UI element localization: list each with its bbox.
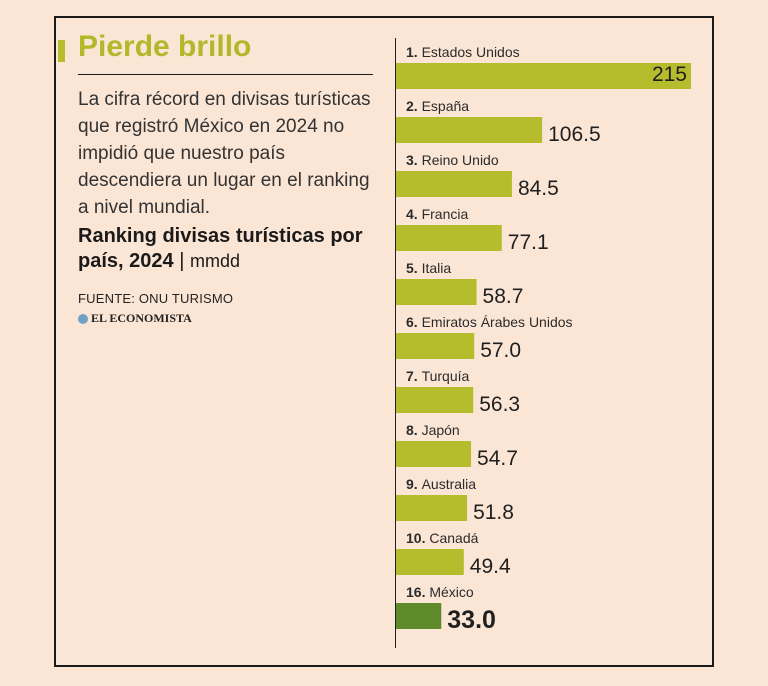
category-label: 6. Emiratos Árabes Unidos [406, 314, 573, 330]
rank-number: 16. [406, 584, 429, 600]
rank-number: 4. [406, 206, 422, 222]
rank-number: 9. [406, 476, 422, 492]
heading-separator: | [179, 250, 185, 272]
source-note: FUENTE: ONU TURISMO [78, 291, 234, 306]
value-label: 106.5 [548, 123, 601, 146]
bar [396, 549, 464, 575]
rank-number: 1. [406, 44, 422, 60]
category-label: 16. México [406, 584, 474, 600]
axis-line [395, 38, 396, 648]
subtitle: La cifra récord en divisas turísticas qu… [78, 89, 371, 218]
rank-number: 2. [406, 98, 422, 114]
country-name: Francia [422, 206, 469, 222]
bar [396, 225, 502, 251]
globe-icon [78, 313, 88, 324]
country-name: Emiratos Árabes Unidos [422, 314, 573, 330]
bar [396, 387, 474, 413]
bar [396, 279, 477, 305]
page-title: Pierde brillo [78, 30, 252, 63]
rank-number: 7. [406, 368, 422, 384]
value-label: 84.5 [518, 177, 559, 200]
title-accent-bar [58, 40, 65, 62]
rank-number: 10. [406, 530, 429, 546]
value-label: 77.1 [508, 231, 549, 254]
country-name: Italia [422, 260, 452, 276]
bar [396, 63, 691, 89]
value-label: 57.0 [480, 339, 521, 362]
bar [396, 603, 442, 629]
category-label: 5. Italia [406, 260, 451, 276]
rank-number: 5. [406, 260, 422, 276]
country-name: España [422, 98, 470, 114]
brand-name: EL ECONOMISTA [91, 311, 192, 325]
category-label: 2. España [406, 98, 469, 114]
value-label: 56.3 [479, 393, 520, 416]
rank-number: 3. [406, 152, 422, 168]
brand-logo: EL ECONOMISTA [78, 311, 192, 326]
bar [396, 495, 468, 521]
value-label: 215 [652, 63, 687, 86]
country-name: Canadá [429, 530, 478, 546]
value-label: 58.7 [483, 285, 524, 308]
category-label: 3. Reino Unido [406, 152, 499, 168]
category-label: 1. Estados Unidos [406, 44, 520, 60]
value-label: 49.4 [470, 555, 511, 578]
value-label: 33.0 [447, 606, 496, 634]
category-label: 7. Turquía [406, 368, 470, 384]
country-name: México [429, 584, 474, 600]
country-name: Japón [422, 422, 460, 438]
bar [396, 171, 512, 197]
chart-frame [54, 16, 714, 667]
value-label: 54.7 [477, 447, 518, 470]
chart-unit: mmdd [189, 251, 240, 271]
category-label: 8. Japón [406, 422, 460, 438]
bar [396, 117, 543, 143]
country-name: Turquía [422, 368, 470, 384]
country-name: Australia [422, 476, 477, 492]
title-divider [78, 74, 373, 75]
category-label: 10. Canadá [406, 530, 479, 546]
bar [396, 333, 475, 359]
chart-heading: Ranking divisas turísticas por país, 202… [78, 224, 378, 274]
rank-number: 8. [406, 422, 422, 438]
value-label: 51.8 [473, 501, 514, 524]
country-name: Estados Unidos [422, 44, 520, 60]
rank-number: 6. [406, 314, 422, 330]
bar [396, 441, 472, 467]
category-label: 4. Francia [406, 206, 468, 222]
category-label: 9. Australia [406, 476, 476, 492]
country-name: Reino Unido [422, 152, 499, 168]
chart-title: Ranking divisas turísticas por país, 202… [78, 225, 363, 272]
